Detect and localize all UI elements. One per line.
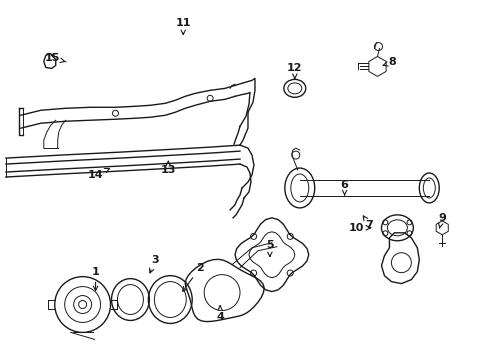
Text: 2: 2 bbox=[183, 263, 204, 291]
Text: 12: 12 bbox=[287, 63, 302, 79]
Text: 15: 15 bbox=[45, 54, 66, 63]
Text: 4: 4 bbox=[216, 306, 224, 323]
Text: 7: 7 bbox=[363, 216, 373, 230]
Text: 8: 8 bbox=[383, 58, 396, 67]
Text: 14: 14 bbox=[88, 168, 109, 180]
Text: 11: 11 bbox=[175, 18, 191, 35]
Text: 5: 5 bbox=[266, 240, 274, 256]
Text: 6: 6 bbox=[341, 180, 348, 195]
Text: 9: 9 bbox=[438, 213, 446, 228]
Text: 1: 1 bbox=[92, 267, 99, 291]
Text: 3: 3 bbox=[149, 255, 159, 273]
Text: 13: 13 bbox=[161, 161, 176, 175]
Text: 10: 10 bbox=[349, 223, 370, 233]
